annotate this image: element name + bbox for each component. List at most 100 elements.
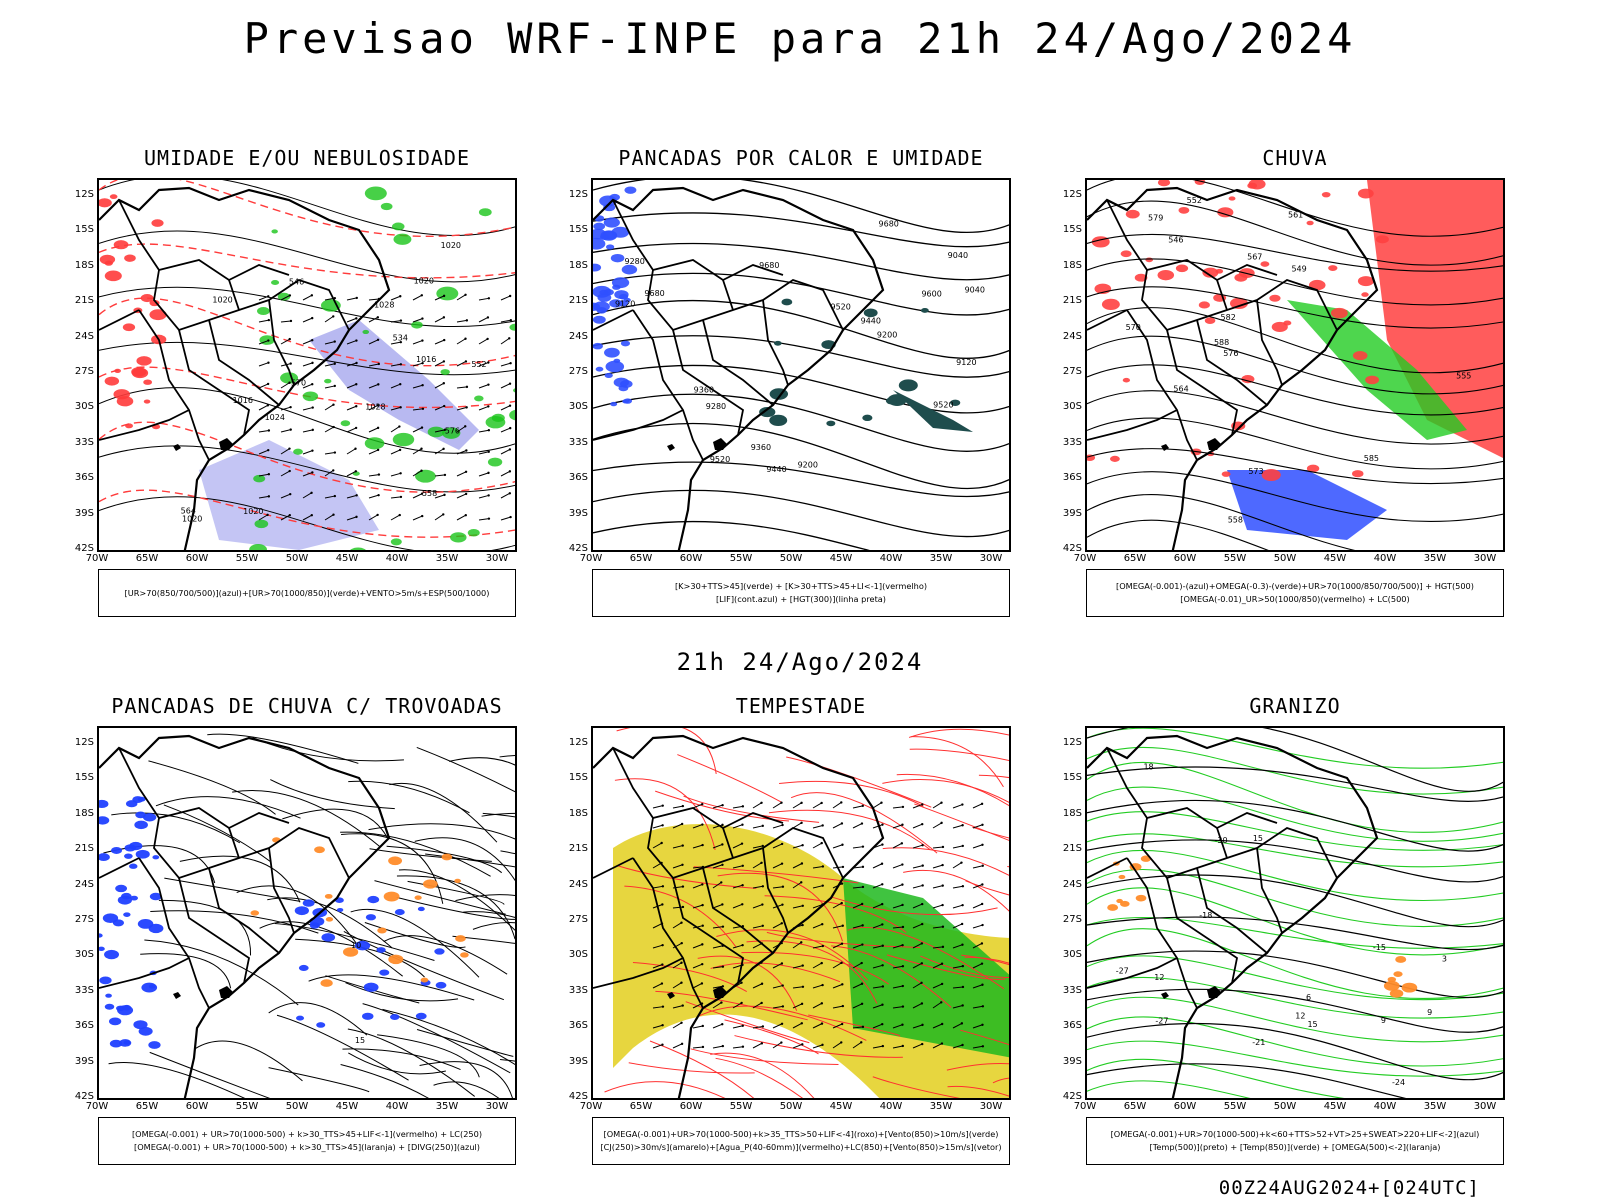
legend-line: [OMEGA(-0.001)-(azul)+OMEGA(-0.3)-(verde… — [1116, 581, 1474, 591]
contour-label: 573 — [1248, 467, 1263, 476]
lat-tick-label: 21S — [74, 295, 94, 307]
legend-line: [Temp(500)](preto) + [Temp(850)](verde) … — [1149, 1142, 1441, 1152]
lon-tick-label: 35W — [435, 1101, 459, 1112]
lat-tick-label: 36S — [1062, 1020, 1082, 1032]
lon-tick-label: 40W — [1373, 1101, 1397, 1112]
lon-tick-label: 50W — [285, 553, 309, 564]
contour-label: 18 — [1143, 762, 1153, 771]
lon-tick-label: 50W — [779, 553, 803, 564]
lon-tick-label: 30W — [979, 1101, 1003, 1112]
lat-tick-label: 21S — [1062, 295, 1082, 307]
lat-tick-label: 18S — [74, 807, 94, 819]
legend-box: [OMEGA(-0.001)+UR>70(1000-500)+k<60+TTS>… — [1086, 1117, 1504, 1165]
contour-label: 9040 — [965, 285, 985, 294]
lat-tick-label: 39S — [568, 507, 588, 519]
contour-label: 9 — [1427, 1008, 1432, 1017]
lon-tick-label: 45W — [1323, 1101, 1347, 1112]
lat-tick-label: 30S — [1062, 949, 1082, 961]
lon-tick-label: 70W — [1073, 553, 1097, 564]
lon-tick-label: 35W — [1423, 1101, 1447, 1112]
lat-tick-label: 21S — [74, 843, 94, 855]
contour-label: 15 — [1253, 834, 1263, 843]
contour-label: 9 — [1381, 1016, 1386, 1025]
contour-label: 1016 — [416, 355, 436, 364]
contour-label: 546 — [1168, 235, 1183, 244]
lat-tick-label: 27S — [1062, 914, 1082, 925]
lon-tick-label: 70W — [85, 553, 109, 564]
lon-tick-label: 65W — [135, 553, 159, 564]
contour-label: -27 — [1116, 967, 1129, 976]
contour-label: 552 — [1187, 196, 1202, 205]
lat-tick-label: 21S — [1062, 843, 1082, 855]
legend-line: [OMEGA(-0.001) + UR>70(1000-500) + k>30_… — [134, 1142, 480, 1152]
contour-label: 9440 — [861, 317, 881, 326]
contour-label: 9360 — [694, 385, 714, 394]
lat-tick-label: 24S — [568, 330, 588, 342]
lon-tick-label: 60W — [185, 1101, 209, 1112]
lat-tick-label: 24S — [74, 330, 94, 342]
map-umidade: 1020 1016 1020 1024 1028 1020 1020 1016 1028 1020… — [97, 178, 517, 552]
lon-tick-label: 60W — [1173, 553, 1197, 564]
panel-title: UMIDADE E/OU NEBULOSIDADE — [143, 146, 471, 170]
legend-box: [UR>70(850/700/500)](azul)+[UR>70(1000/8… — [98, 569, 516, 617]
lon-tick-label: 55W — [729, 1101, 753, 1112]
legend-box: [OMEGA(-0.001) + UR>70(1000-500) + k>30_… — [98, 1117, 516, 1165]
lon-tick-label: 70W — [579, 1101, 603, 1112]
lat-tick-label: 30S — [568, 401, 588, 413]
lat-tick-label: 33S — [568, 984, 588, 996]
forecast-title: Previsao WRF-INPE para 21h 24/Ago/2024 — [243, 14, 1357, 63]
model-run-stamp: 00Z24AUG2024+[024UTC] — [1218, 1177, 1480, 1199]
lon-tick-label: 40W — [879, 553, 903, 564]
contour-label: 576 — [445, 427, 460, 436]
contour-label: 576 — [1223, 349, 1238, 358]
lat-tick-label: 15S — [568, 772, 588, 784]
lon-tick-label: 70W — [85, 1101, 109, 1112]
map-tempestade — [591, 726, 1011, 1100]
lon-tick-label: 35W — [435, 553, 459, 564]
lat-tick-label: 36S — [74, 1020, 94, 1032]
lon-tick-label: 60W — [1173, 1101, 1197, 1112]
lon-tick-label: 55W — [235, 1101, 259, 1112]
lon-tick-label: 35W — [929, 553, 953, 564]
contour-label: 549 — [1291, 265, 1306, 274]
legend-box: [OMEGA(-0.001)-(azul)+OMEGA(-0.3)-(verde… — [1086, 569, 1504, 617]
contour-label: 555 — [1456, 371, 1471, 380]
contour-label: 9360 — [751, 443, 771, 452]
contour-label: 9680 — [879, 220, 899, 229]
lon-tick-label: 55W — [729, 553, 753, 564]
legend-line: [OMEGA(-0.01)_UR>50(1000/850)(vermelho) … — [1180, 594, 1410, 604]
contour-label: 552 — [471, 360, 486, 369]
lat-tick-label: 15S — [1062, 224, 1082, 236]
panel-title: CHUVA — [1262, 146, 1328, 170]
lat-tick-label: 30S — [74, 949, 94, 961]
lat-tick-label: 24S — [1062, 330, 1082, 342]
contour-label: 10 — [351, 941, 361, 950]
lat-tick-label: 12S — [1062, 737, 1082, 748]
panel-title: PANCADAS POR CALOR E UMIDADE — [618, 146, 984, 170]
contour-label: 9680 — [759, 261, 779, 270]
lat-tick-label: 18S — [568, 807, 588, 819]
contour-label: 564 — [1173, 384, 1188, 393]
lat-tick-label: 39S — [1062, 507, 1082, 519]
lon-tick-label: 45W — [829, 553, 853, 564]
lon-tick-label: 50W — [1273, 1101, 1297, 1112]
lat-tick-label: 30S — [568, 949, 588, 961]
legend-box: [OMEGA(-0.001)+UR>70(1000-500)+k>35_TTS>… — [592, 1117, 1010, 1165]
contour-label: 9680 — [644, 289, 664, 298]
lon-tick-label: 30W — [979, 553, 1003, 564]
contour-label: 9120 — [615, 300, 635, 309]
lat-tick-label: 39S — [74, 507, 94, 519]
lon-tick-label: 60W — [679, 553, 703, 564]
lon-tick-label: 30W — [485, 1101, 509, 1112]
lat-tick-label: 18S — [1062, 807, 1082, 819]
lon-tick-label: 65W — [629, 1101, 653, 1112]
lat-tick-label: 33S — [1062, 436, 1082, 448]
lon-tick-label: 65W — [629, 553, 653, 564]
lon-tick-label: 55W — [1223, 553, 1247, 564]
legend-line: [OMEGA(-0.001) + UR>70(1000-500) + k>30_… — [131, 1129, 483, 1139]
contour-label: 582 — [1221, 313, 1236, 322]
contour-label: 1020 — [243, 507, 263, 516]
contour-label: -30 — [1215, 836, 1228, 845]
legend-line: [UR>70(850/700/500)](azul)+[UR>70(1000/8… — [124, 587, 490, 598]
lat-tick-label: 36S — [568, 1020, 588, 1032]
